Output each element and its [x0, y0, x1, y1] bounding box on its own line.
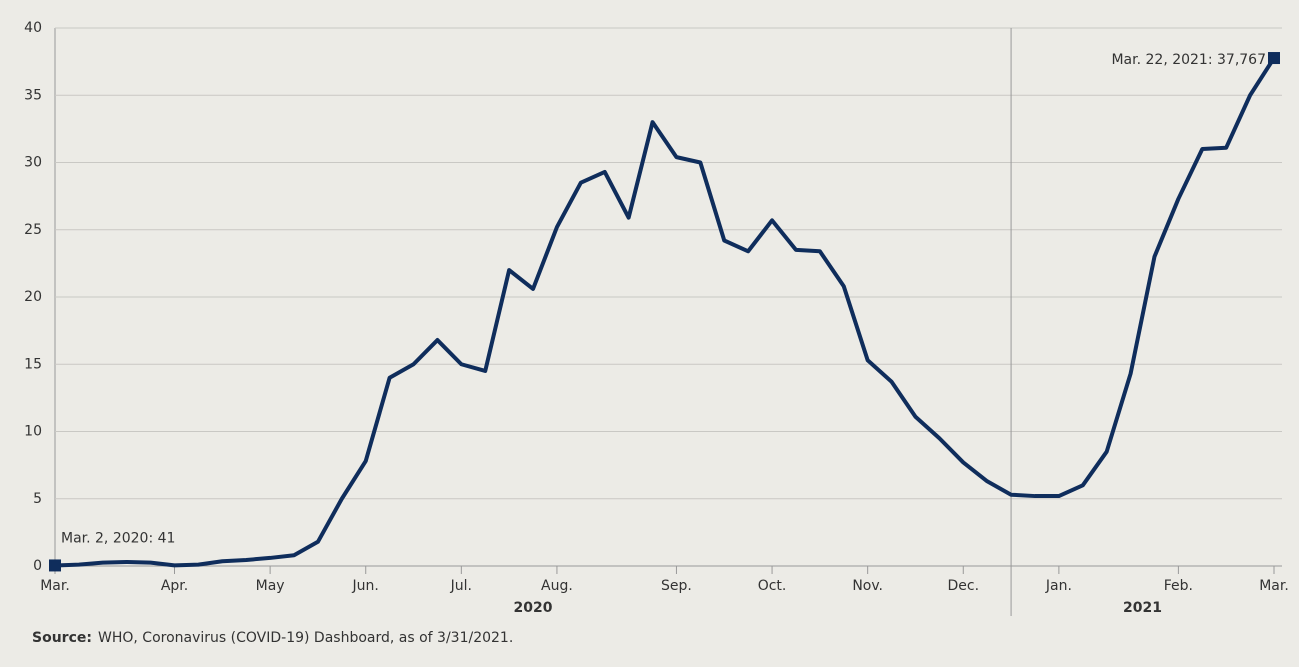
annotation: Mar. 22, 2021: 37,767 [1111, 52, 1266, 68]
data-line [54, 56, 1276, 568]
end-marker [49, 559, 61, 572]
y-tick-label: 15 [24, 356, 42, 372]
x-tick-label: Feb. [1164, 578, 1193, 594]
x-tick-label: Sep. [661, 578, 692, 594]
y-tick-label: 0 [33, 558, 42, 574]
year-label: 2020 [514, 600, 553, 616]
end-marker [1268, 52, 1280, 65]
x-tick-label: Aug. [541, 578, 573, 594]
y-tick-label: 40 [24, 20, 42, 36]
y-tick-label: 10 [24, 424, 42, 440]
y-tick-label: 30 [24, 155, 42, 171]
year-label: 2021 [1123, 600, 1162, 616]
x-tick-label: Dec. [948, 578, 980, 594]
source-text: WHO, Coronavirus (COVID-19) Dashboard, a… [98, 630, 513, 646]
x-tick-label: May [256, 578, 285, 594]
x-tick-label: Oct. [758, 578, 787, 594]
x-tick-label: Nov. [852, 578, 883, 594]
x-tick-label: Mar. [40, 578, 70, 594]
y-tick-label: 25 [24, 222, 42, 238]
annotation: Mar. 2, 2020: 41 [61, 530, 175, 546]
x-tick-label: Apr. [161, 578, 188, 594]
x-tick-label: Jul. [450, 578, 472, 594]
y-tick-label: 5 [33, 491, 42, 507]
x-tick-label: Mar. [1259, 578, 1289, 594]
y-tick-label: 20 [24, 289, 42, 305]
source-label: Source: [32, 630, 92, 646]
x-tick-label: Jan. [1045, 578, 1072, 594]
y-tick-label: 35 [24, 87, 42, 103]
x-tick-label: Jun. [352, 578, 379, 594]
